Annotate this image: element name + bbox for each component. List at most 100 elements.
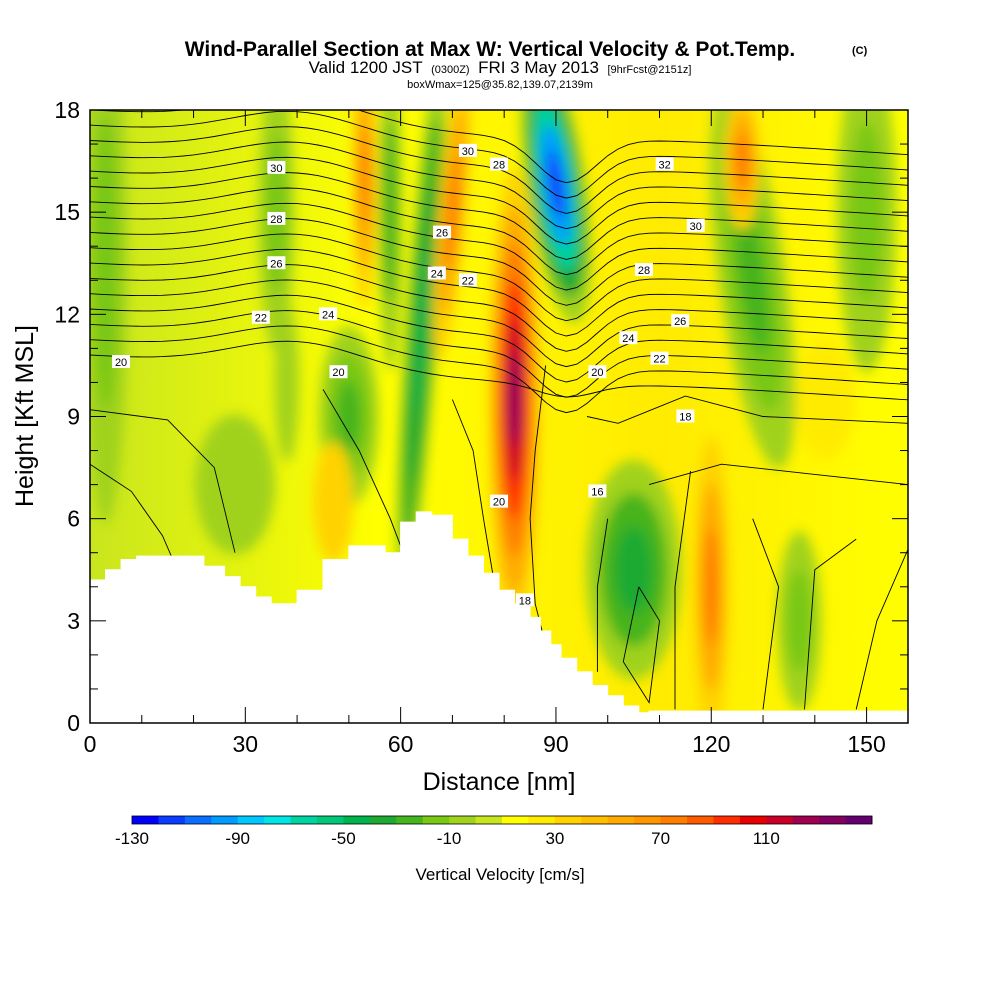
contour-label-box (676, 409, 695, 423)
velocity-region (274, 302, 299, 463)
contour-label: 20 (329, 365, 348, 379)
theta-contour (622, 586, 660, 704)
forecast-info: [9hrFcst@2151z] (607, 64, 691, 76)
contour-label: 28 (267, 211, 286, 226)
contour-label: 30 (458, 143, 477, 158)
valid-time-line: Valid 1200 JST (0300Z) FRI 3 May 2013 [9… (309, 58, 692, 77)
plot-area: 30 28 26 22 24 20 20 30 28 26 24 22 32 30 28 26 24 22 20 18… (90, 110, 908, 723)
contour-label: 24 (427, 266, 446, 280)
contour-label-box (458, 273, 477, 287)
velocity-region (413, 246, 429, 416)
colorbar-swatch (475, 816, 503, 824)
theta-contour (322, 389, 402, 547)
colorbar-swatch (502, 816, 529, 824)
theta-contour (674, 470, 692, 710)
contour-label-text: 22 (462, 275, 474, 287)
theta-contour (90, 156, 908, 245)
contour-label: 24 (619, 331, 638, 345)
colorbar-tick-label: 70 (651, 829, 670, 848)
contour-label: 20 (588, 365, 607, 379)
velocity-region (359, 126, 370, 230)
y-tick-label: 6 (67, 506, 80, 532)
x-tick-label: 60 (388, 731, 414, 757)
velocity-region (194, 414, 275, 555)
contour-label-text: 30 (462, 146, 474, 158)
colorbar-swatch (687, 816, 714, 824)
theta-contour (90, 409, 236, 553)
contour-label-box (319, 307, 338, 321)
contour-label: 22 (251, 310, 270, 325)
contour-label: 20 (112, 355, 131, 369)
contour-label-text: 22 (255, 313, 267, 325)
contour-label-text: 24 (622, 333, 634, 345)
contour-label-text: 28 (638, 265, 650, 277)
colorbar-tick-labels: -130 -90 -50 -10 30 70 110 (115, 829, 780, 848)
valid-prefix: Valid 1200 JST (309, 58, 423, 77)
theta-contour (90, 233, 908, 322)
theta-contour (752, 518, 780, 710)
contour-label-box (515, 593, 534, 607)
contour-label: 20 (490, 494, 508, 509)
contour-label-box (267, 256, 286, 270)
x-tick-label: 90 (543, 731, 569, 757)
theta-contour (90, 264, 908, 352)
colorbar-swatch (845, 816, 873, 824)
colorbar-tick-label: -50 (331, 829, 356, 848)
theta-contour (90, 110, 908, 199)
colorbar-swatch (819, 816, 846, 824)
colorbar-swatch (396, 816, 424, 824)
contour-label-box (267, 160, 286, 174)
theta-contour (90, 172, 908, 260)
contour-label: 24 (319, 307, 338, 321)
velocity-region (614, 526, 653, 614)
contour-label-box (686, 218, 705, 232)
contour-label-box (619, 331, 638, 345)
colorbar-swatch (132, 816, 159, 824)
velocity-region (313, 441, 354, 562)
colorbar-label: Vertical Velocity [cm/s] (415, 865, 584, 884)
theta-contour (90, 141, 908, 230)
contour-label-text: 20 (115, 357, 127, 369)
contour-label-box (427, 266, 446, 280)
colorbar-tick-label: -10 (437, 829, 462, 848)
velocity-region (383, 121, 398, 303)
velocity-region (735, 133, 750, 189)
contour-label: 18 (676, 409, 695, 424)
colorbar-swatch (792, 816, 820, 824)
velocity-region (704, 527, 719, 646)
contour-label: 28 (490, 157, 508, 171)
contour-label-text: 16 (591, 486, 603, 498)
colorbar-swatch (422, 816, 450, 824)
colorbar-swatch (713, 816, 741, 824)
velocity-region (337, 381, 361, 452)
colorbar-swatch (343, 816, 371, 824)
y-axis-ticks: 0 3 6 9 12 15 18 (54, 97, 908, 736)
colorbar-swatch (211, 816, 239, 824)
theta-contour (804, 538, 857, 710)
theta-contour (90, 294, 908, 383)
x-tick-label: 120 (692, 731, 730, 757)
y-tick-label: 9 (67, 404, 80, 430)
contour-label-text: 28 (270, 214, 282, 226)
colorbar-tick-label: 110 (753, 829, 780, 848)
colorbar-swatch (317, 816, 344, 824)
y-tick-label: 12 (54, 301, 80, 327)
colorbar-swatch (158, 816, 186, 824)
colorbar-swatch (766, 816, 794, 824)
colorbar-swatch (739, 816, 767, 824)
theta-contour (90, 325, 908, 414)
contour-label-box (251, 310, 270, 324)
contour-label-text: 20 (591, 367, 603, 379)
contour-label-box (671, 314, 690, 328)
contour-label-box (650, 351, 669, 365)
y-tick-label: 15 (54, 199, 80, 225)
contour-label: 22 (458, 273, 477, 287)
colorbar-swatch (660, 816, 688, 824)
contour-label-box (433, 225, 452, 239)
theta-contour (90, 463, 174, 560)
contour-label-text: 24 (431, 268, 443, 280)
contour-label: 18 (515, 593, 534, 607)
contour-label-text: 26 (270, 258, 282, 270)
contour-label-text: 32 (659, 159, 671, 171)
